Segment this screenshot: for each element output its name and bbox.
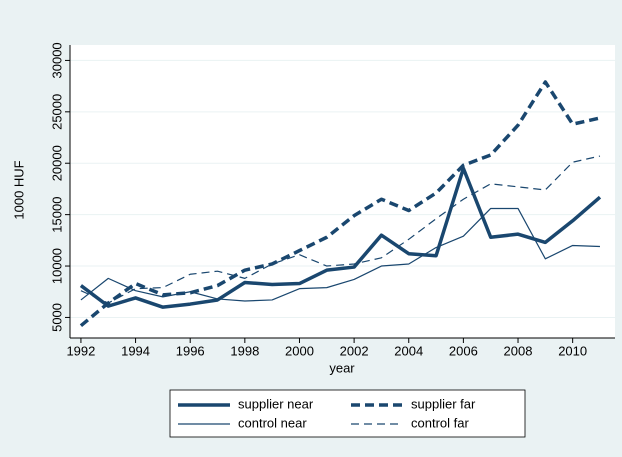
x-tick-label: 2004 [394, 343, 423, 358]
legend-label: supplier far [411, 396, 476, 411]
y-tick-label: 15000 [49, 197, 64, 233]
series-line [79, 80, 601, 328]
x-tick-label: 2008 [504, 343, 533, 358]
x-tick-label: 2002 [340, 343, 369, 358]
legend-label: supplier near [238, 396, 314, 411]
y-tick-label: 20000 [49, 145, 64, 181]
y-tick-label: 5000 [49, 303, 64, 332]
x-tick-label: 1996 [176, 343, 205, 358]
series-line [80, 155, 601, 304]
y-axis-label: 1000 HUF [11, 160, 26, 219]
x-tick-label: 2000 [285, 343, 314, 358]
x-tick-label: 1992 [66, 343, 95, 358]
x-tick-label: 2010 [558, 343, 587, 358]
legend-label: control far [411, 415, 469, 430]
legend-box [169, 389, 526, 438]
x-tick-label: 1994 [121, 343, 150, 358]
y-tick-label: 25000 [49, 94, 64, 130]
plot-area [70, 45, 615, 338]
series-line [79, 166, 602, 309]
legend-label: control near [238, 415, 307, 430]
x-tick-label: 2006 [449, 343, 478, 358]
y-tick-label: 10000 [49, 248, 64, 284]
y-tick-label: 30000 [49, 42, 64, 78]
x-axis-label: year [329, 360, 355, 375]
x-tick-label: 1998 [230, 343, 259, 358]
series-line [80, 207, 600, 302]
